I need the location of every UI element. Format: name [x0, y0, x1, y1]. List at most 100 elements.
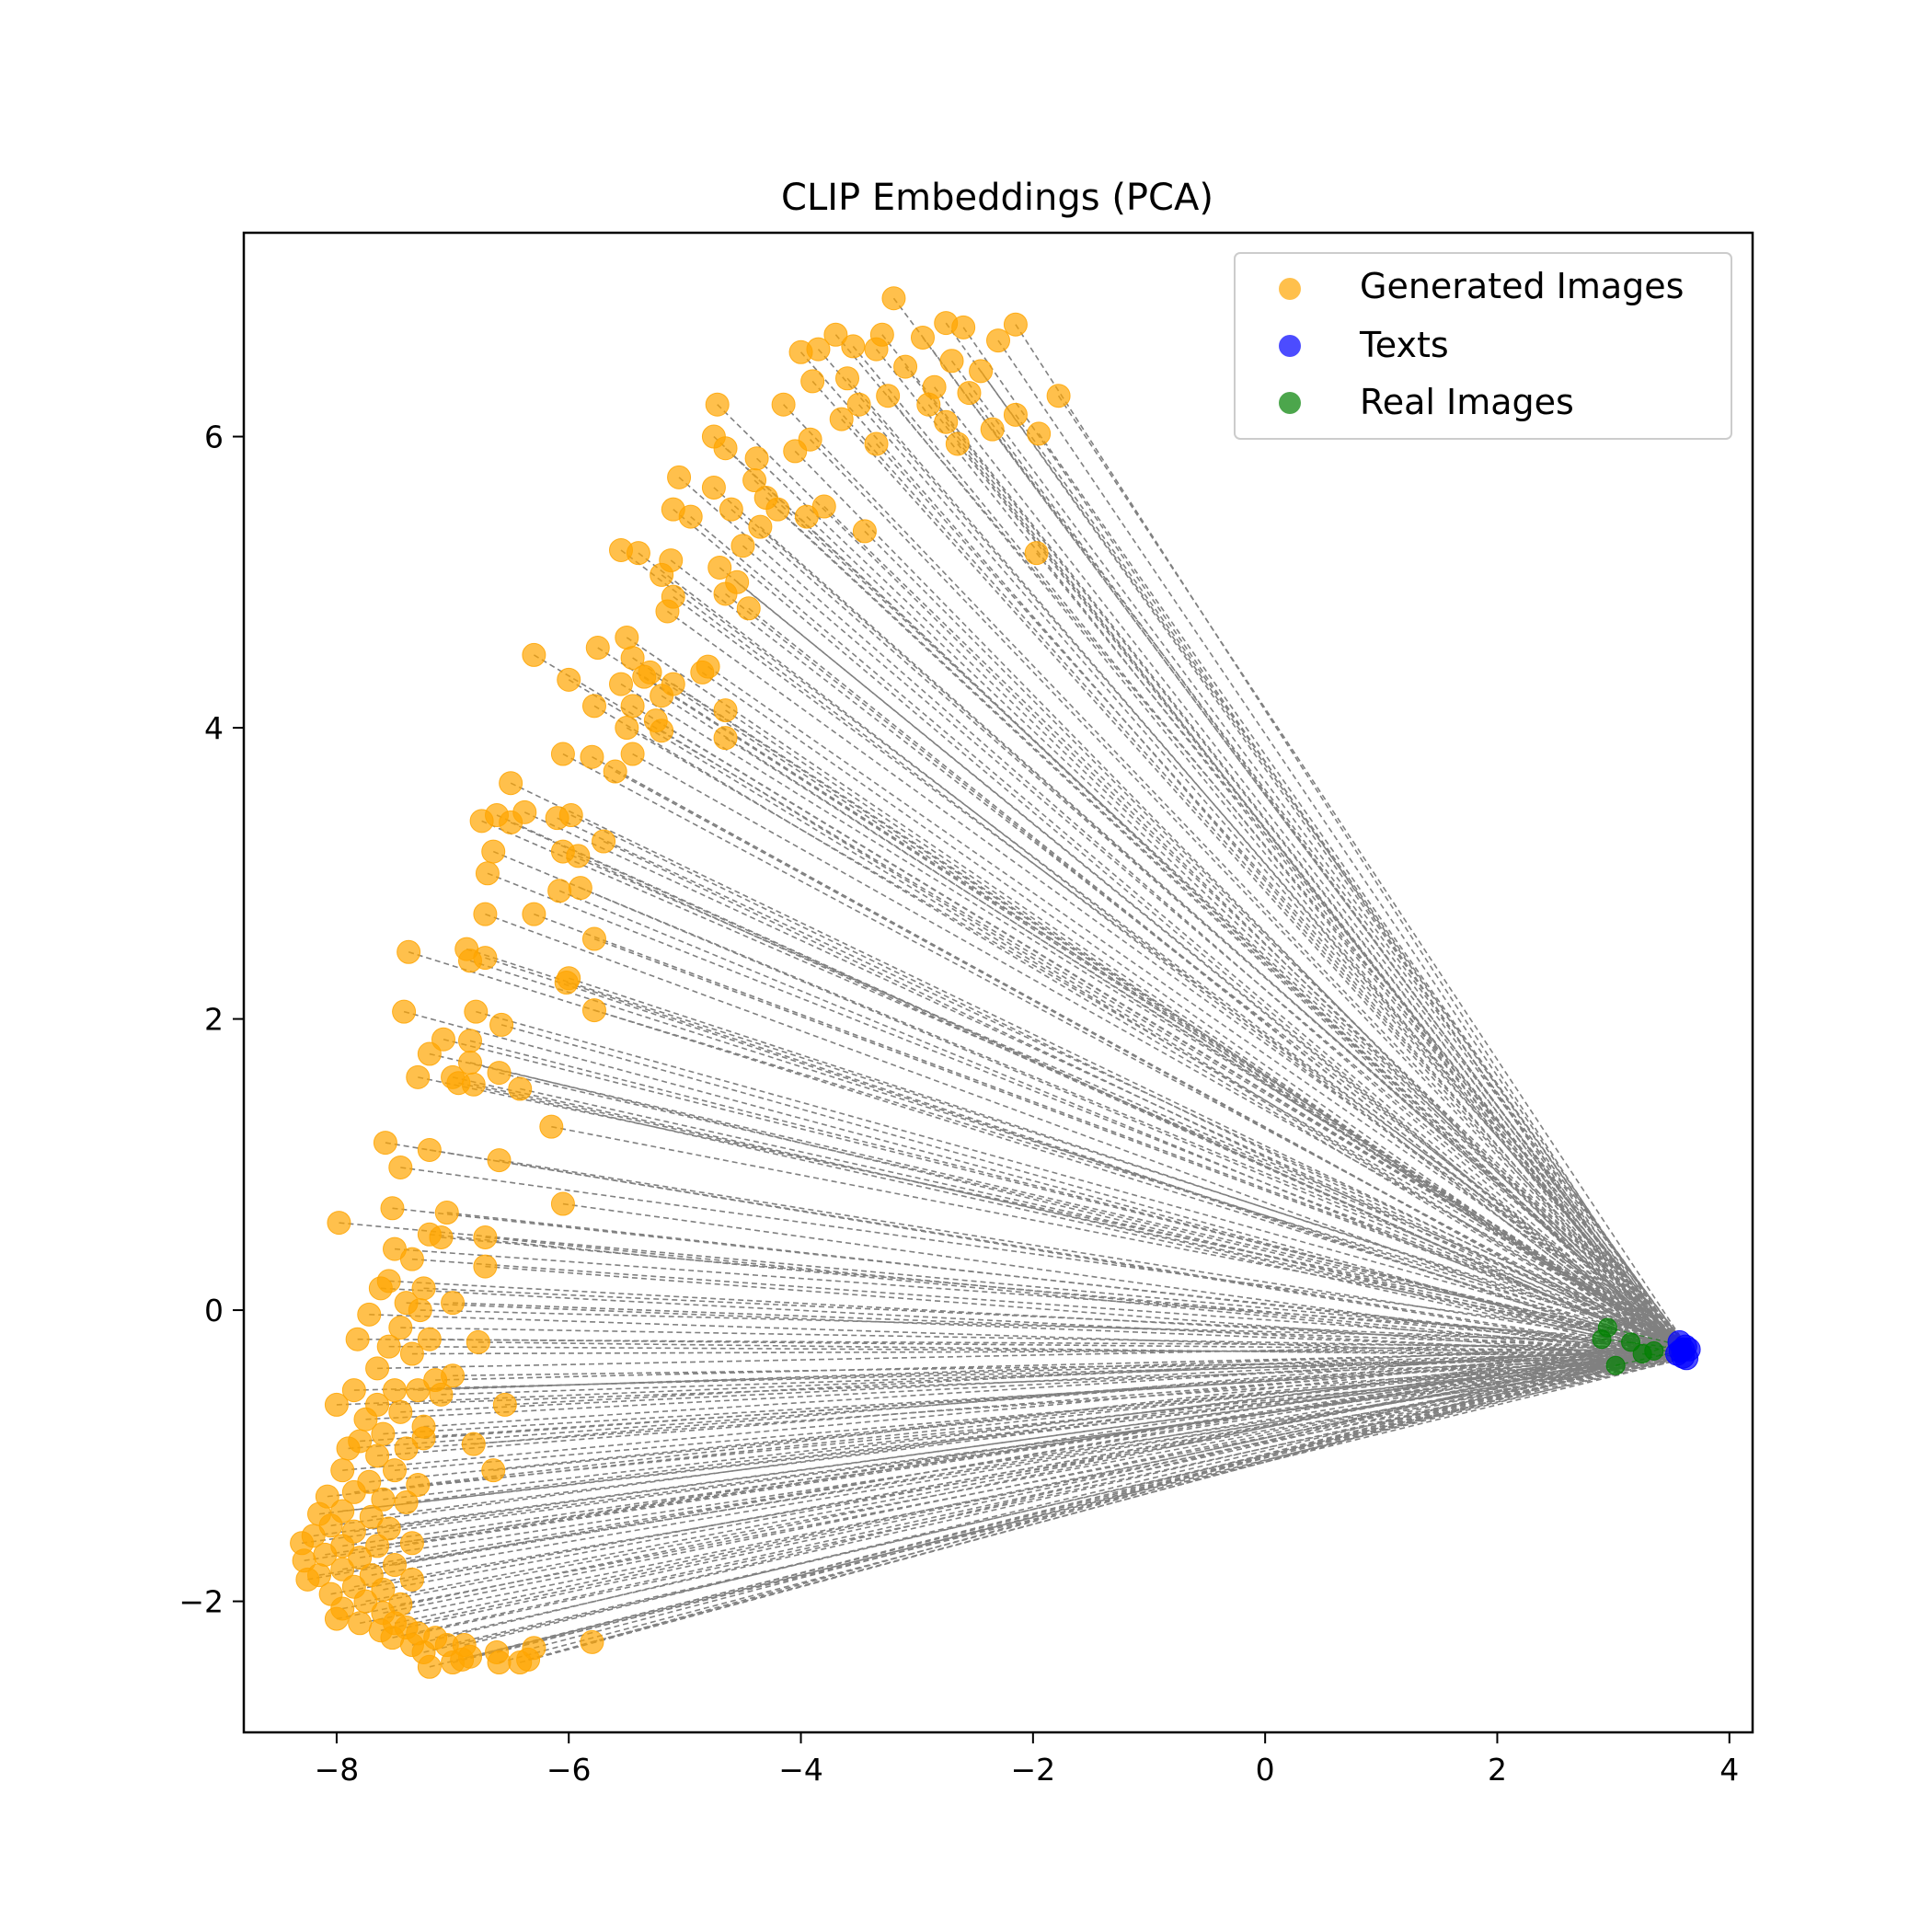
generated-image-point — [376, 1516, 401, 1541]
generated-image-point — [800, 369, 825, 394]
connection-line — [485, 1265, 1687, 1360]
generated-image-point — [620, 646, 645, 671]
connection-line — [493, 1352, 1678, 1471]
connection-line — [411, 1258, 1684, 1351]
y-axis: −2 0 2 4 6 — [178, 420, 244, 1620]
generated-image-point — [748, 514, 773, 539]
generated-image-point — [615, 716, 639, 741]
generated-image-point — [348, 1546, 373, 1570]
generated-image-point — [632, 664, 657, 689]
generated-image-point — [1003, 312, 1028, 337]
generated-image-point — [371, 1421, 396, 1446]
connection-line — [469, 1062, 1684, 1358]
connection-line — [620, 549, 1684, 1358]
connection-line — [759, 526, 1684, 1351]
connection-line — [429, 1149, 1678, 1355]
generated-image-point — [916, 392, 941, 417]
generated-image-point — [736, 596, 761, 621]
generated-image-point — [603, 759, 627, 784]
real-image-point — [1592, 1329, 1612, 1350]
generated-image-point — [558, 803, 583, 828]
generated-image-point — [499, 810, 523, 834]
connection-line — [558, 890, 1678, 1355]
chart-title: CLIP Embeddings (PCA) — [781, 177, 1213, 219]
generated-image-point — [380, 1196, 405, 1221]
connection-line — [753, 479, 1681, 1343]
connection-line — [562, 1202, 1687, 1360]
connection-line — [945, 322, 1686, 1348]
connection-line — [620, 683, 1680, 1343]
connection-line — [603, 840, 1678, 1355]
generated-image-point — [980, 417, 1005, 442]
connection-line — [922, 337, 1687, 1359]
generated-image-point — [508, 1076, 533, 1101]
generated-image-point — [852, 519, 877, 544]
generated-image-point — [330, 1458, 355, 1483]
generated-image-point — [461, 1432, 486, 1456]
generated-image-point — [835, 366, 859, 391]
generated-image-point — [394, 1489, 419, 1514]
connection-line — [725, 592, 1684, 1358]
connection-line — [369, 1314, 1687, 1360]
generated-image-point — [609, 672, 633, 696]
connection-line — [423, 1287, 1685, 1348]
generated-image-point — [585, 636, 610, 661]
connection-line — [806, 516, 1681, 1343]
generated-image-point — [690, 660, 715, 684]
connection-line — [673, 683, 1684, 1351]
generated-image-point — [678, 504, 703, 529]
connection-line — [632, 753, 1686, 1348]
generated-image-point — [765, 497, 790, 522]
connection-line — [701, 672, 1684, 1358]
connection-line — [357, 1338, 1685, 1348]
generated-image-point — [324, 1392, 349, 1417]
generated-image-point — [295, 1567, 320, 1592]
connection-line — [400, 1348, 1684, 1413]
legend-label-generated-images: Generated Images — [1360, 266, 1684, 306]
connection-line — [330, 1341, 1680, 1527]
connection-line — [394, 1248, 1680, 1343]
connection-line — [841, 419, 1684, 1358]
generated-image-point — [841, 334, 866, 359]
x-tick-label: 2 — [1488, 1752, 1507, 1788]
connection-line — [443, 1038, 1684, 1351]
connection-line — [394, 1350, 1681, 1391]
connection-line — [392, 1207, 1684, 1351]
generated-image-point — [466, 1329, 490, 1354]
generated-image-point — [365, 1356, 390, 1381]
connection-line — [673, 509, 1678, 1355]
connection-line — [325, 1341, 1680, 1556]
connection-line — [469, 960, 1684, 1351]
generated-image-point — [650, 684, 674, 708]
connection-line — [411, 1341, 1680, 1646]
connection-line — [473, 1083, 1681, 1352]
generated-image-point — [365, 1534, 390, 1558]
connection-line — [1015, 414, 1686, 1348]
connection-line — [534, 1345, 1686, 1649]
x-tick-label: −4 — [778, 1752, 823, 1788]
connection-line — [593, 937, 1689, 1351]
legend-marker-real-images — [1279, 392, 1301, 414]
connection-line — [418, 1076, 1680, 1343]
generated-image-point — [911, 325, 935, 350]
generated-image-point — [539, 1114, 564, 1139]
connection-line — [385, 1142, 1684, 1358]
generated-image-point — [406, 1472, 431, 1497]
generated-image-point — [489, 1012, 514, 1037]
generated-image-point — [399, 1247, 424, 1271]
connection-line — [568, 977, 1686, 1348]
connection-line — [997, 339, 1684, 1351]
connection-line — [875, 349, 1678, 1355]
connection-line — [673, 595, 1686, 1348]
generated-image-point — [881, 286, 906, 311]
generated-image-point — [864, 431, 889, 456]
generated-image-point — [441, 1291, 466, 1316]
generated-image-point — [707, 555, 732, 580]
generated-image-point — [794, 504, 819, 529]
generated-image-point — [713, 436, 738, 461]
generated-image-point — [829, 407, 854, 431]
connection-line — [330, 1350, 1681, 1595]
generated-image-point — [383, 1458, 407, 1483]
connection-line — [666, 610, 1690, 1351]
